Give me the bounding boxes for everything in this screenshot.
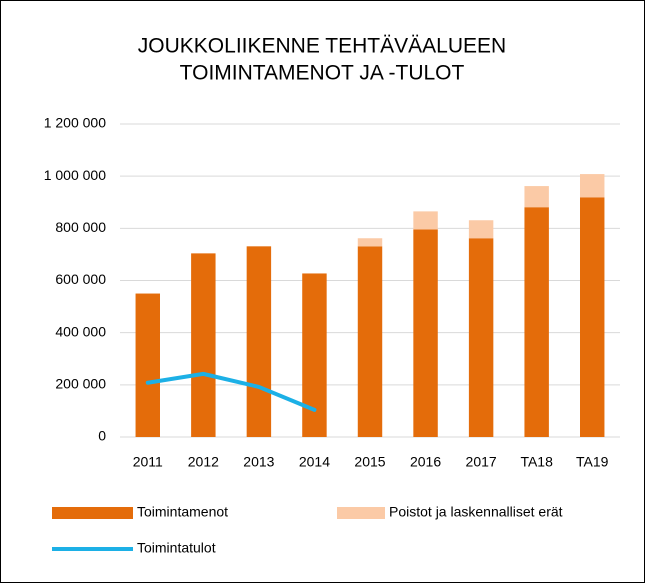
bar xyxy=(246,246,272,437)
bar xyxy=(524,207,549,437)
y-tick-label: 200 000 xyxy=(55,376,106,392)
bar xyxy=(413,229,438,437)
chart-title: JOUKKOLIIKENNE TEHTÄVÄALUEEN xyxy=(138,35,506,58)
y-tick-label: 400 000 xyxy=(55,323,106,339)
bar xyxy=(524,186,549,208)
y-tick-label: 0 xyxy=(98,428,106,444)
bar xyxy=(413,211,438,230)
bar xyxy=(135,293,160,437)
line-series xyxy=(145,371,317,412)
bar xyxy=(302,273,327,437)
x-tick-label: 2012 xyxy=(188,454,219,470)
bar xyxy=(580,174,605,198)
x-tick-label: 2011 xyxy=(133,454,163,470)
bar xyxy=(468,238,494,437)
legend-swatch xyxy=(337,507,385,519)
legend-label: Poistot ja laskennalliset erät xyxy=(389,504,563,520)
x-tick-label: 2016 xyxy=(410,454,441,470)
y-tick-label: 800 000 xyxy=(55,219,106,235)
x-tick-label: 2015 xyxy=(354,454,385,470)
bar xyxy=(580,197,605,437)
x-tick-label: 2013 xyxy=(243,454,274,470)
legend-label: Toimintatulot xyxy=(137,540,216,556)
y-tick-label: 1 200 000 xyxy=(44,115,106,131)
bar xyxy=(191,253,216,437)
bar xyxy=(357,238,383,247)
x-tick-label: TA18 xyxy=(520,454,553,470)
chart-title: TOIMINTAMENOT JA -TULOT xyxy=(180,62,465,85)
x-tick-label: TA19 xyxy=(576,454,609,470)
bar xyxy=(357,246,383,437)
y-tick-label: 1 000 000 xyxy=(44,167,106,183)
x-tick-label: 2017 xyxy=(466,454,497,470)
legend-label: Toimintamenot xyxy=(137,504,228,520)
y-tick-label: 600 000 xyxy=(55,271,106,287)
x-tick-label: 2014 xyxy=(299,454,330,470)
legend-swatch xyxy=(52,507,133,519)
bar xyxy=(468,220,494,239)
